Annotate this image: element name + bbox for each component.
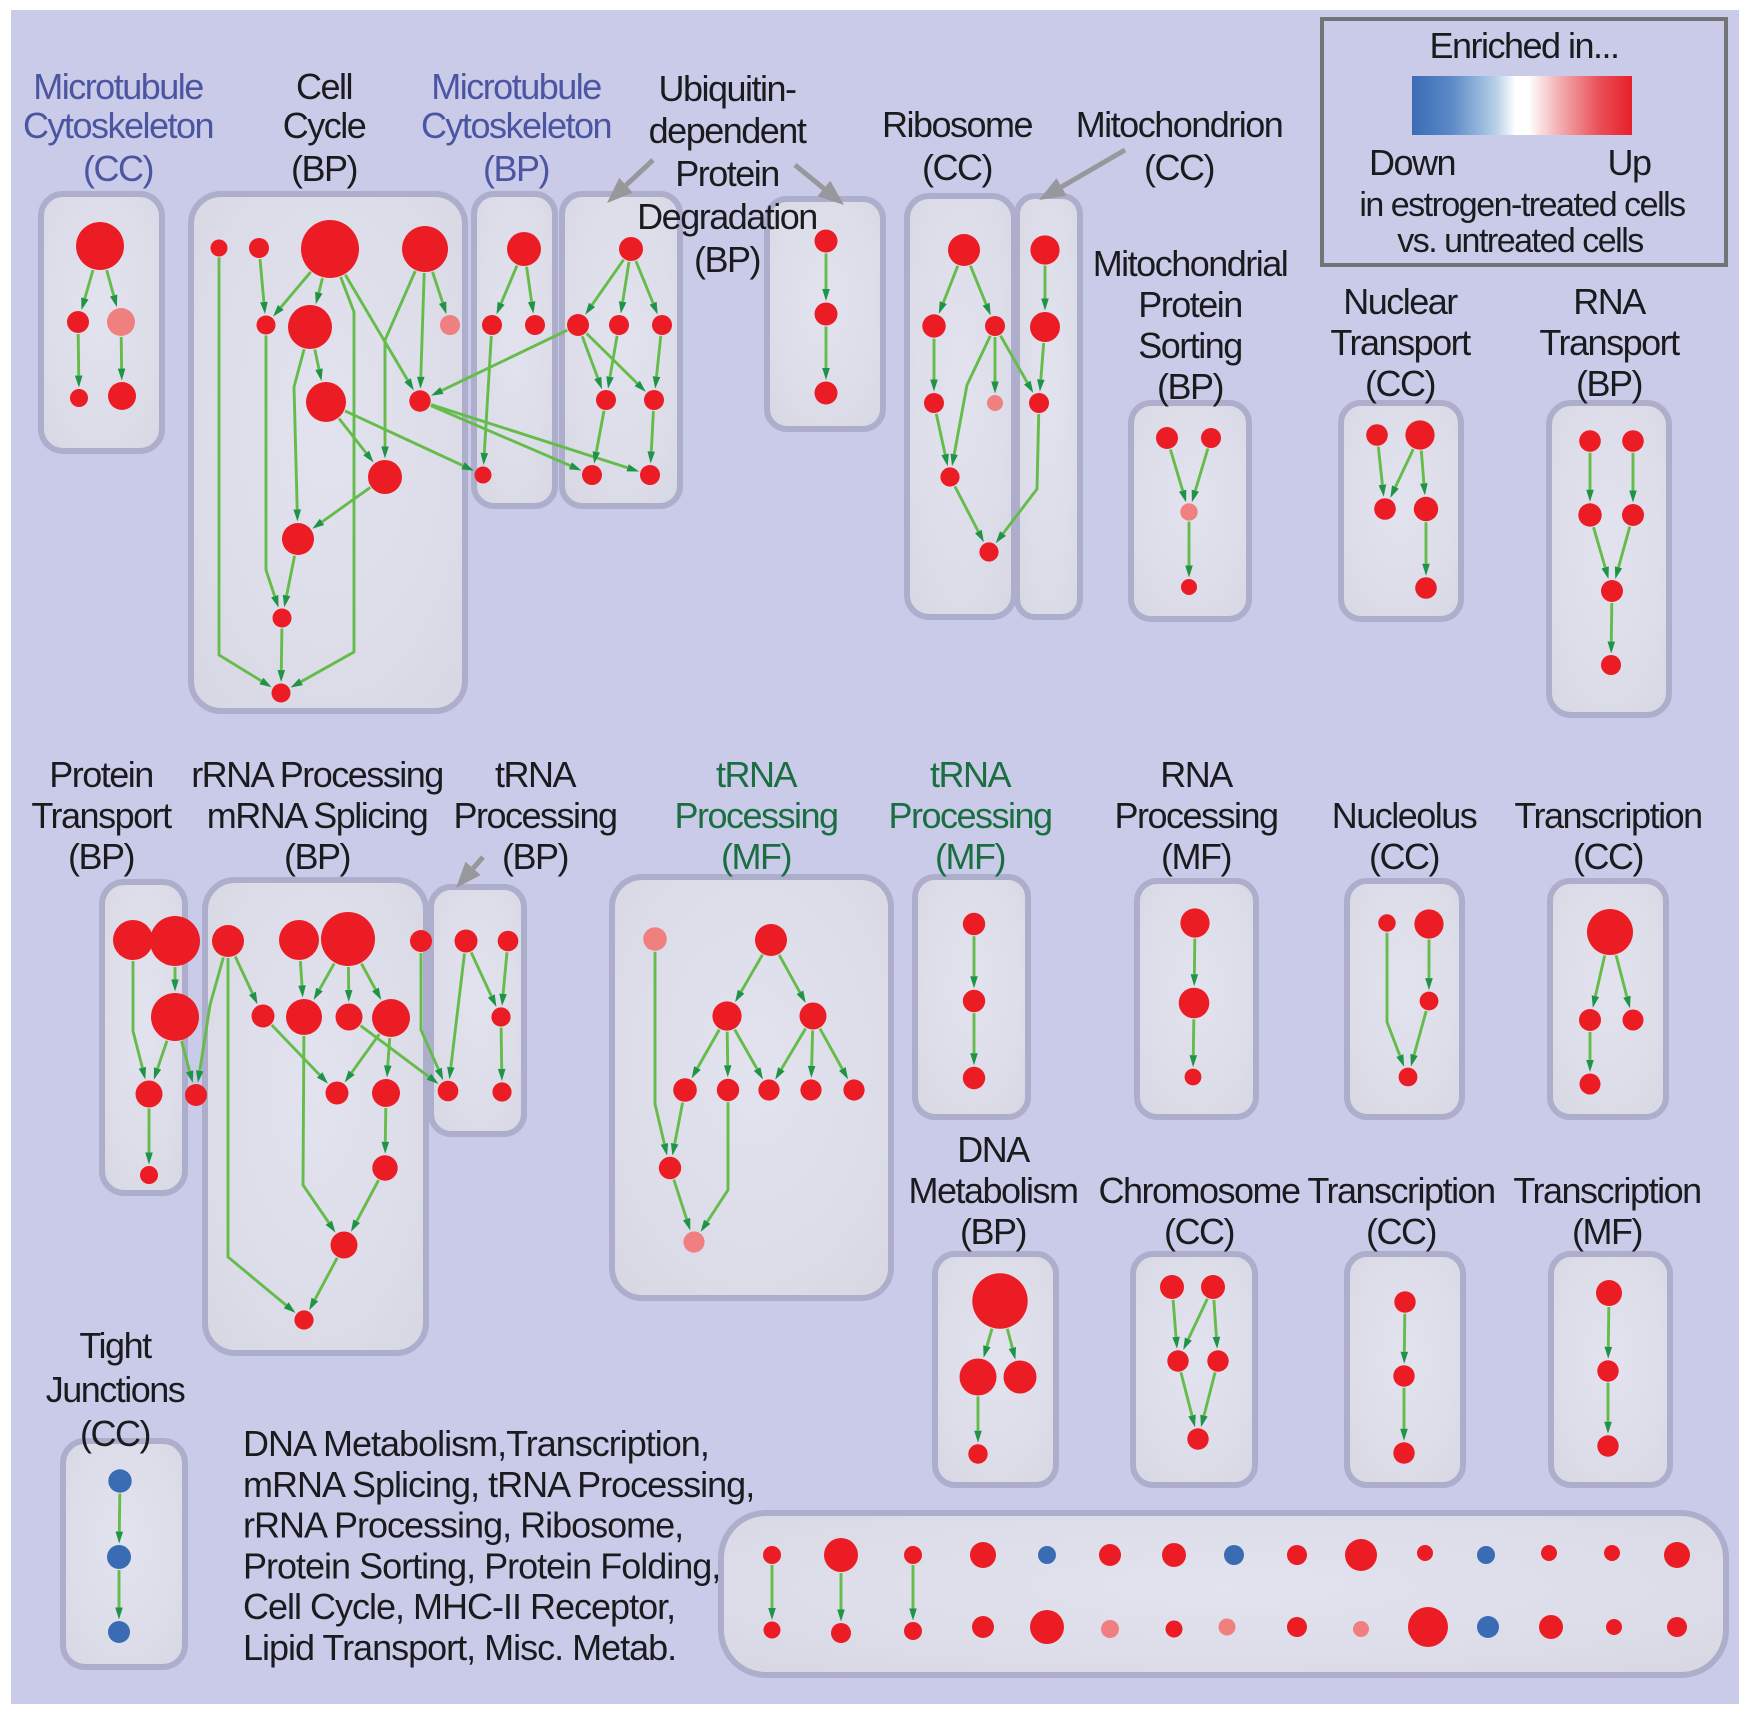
svg-text:Sorting: Sorting [1138, 325, 1242, 366]
svg-text:Ribosome: Ribosome [882, 104, 1033, 145]
svg-text:Transport: Transport [1330, 322, 1471, 363]
svg-text:Protein Sorting, Protein Foldi: Protein Sorting, Protein Folding, [243, 1545, 720, 1586]
svg-text:Cytoskeleton: Cytoskeleton [23, 105, 213, 146]
svg-text:Cytoskeleton: Cytoskeleton [421, 105, 611, 146]
svg-text:(CC): (CC) [1366, 1211, 1436, 1252]
svg-text:Lipid Transport, Misc. Metab.: Lipid Transport, Misc. Metab. [243, 1627, 676, 1668]
svg-text:Transport: Transport [1539, 322, 1680, 363]
svg-text:Degradation: Degradation [637, 196, 817, 237]
svg-text:Processing: Processing [1114, 795, 1277, 836]
svg-text:(BP): (BP) [960, 1211, 1026, 1252]
svg-text:in estrogen-treated cells: in estrogen-treated cells [1359, 186, 1685, 224]
svg-text:dependent: dependent [649, 110, 807, 151]
svg-text:(CC): (CC) [1369, 836, 1439, 877]
svg-text:DNA: DNA [957, 1129, 1030, 1170]
svg-text:(BP): (BP) [284, 836, 350, 877]
svg-text:(CC): (CC) [1365, 363, 1435, 404]
svg-text:(BP): (BP) [483, 148, 549, 189]
svg-text:Mitochondrion: Mitochondrion [1076, 104, 1283, 145]
svg-text:mRNA Splicing, tRNA Processing: mRNA Splicing, tRNA Processing, [243, 1464, 754, 1505]
svg-text:(MF): (MF) [935, 836, 1005, 877]
svg-text:Protein: Protein [49, 754, 153, 795]
svg-text:Processing: Processing [453, 795, 616, 836]
svg-text:DNA Metabolism,Transcription,: DNA Metabolism,Transcription, [243, 1423, 709, 1464]
svg-text:Transport: Transport [31, 795, 172, 836]
svg-text:(BP): (BP) [694, 239, 760, 280]
svg-text:Nuclear: Nuclear [1343, 281, 1458, 322]
svg-text:(CC): (CC) [1164, 1211, 1234, 1252]
svg-text:(CC): (CC) [80, 1413, 150, 1454]
svg-text:tRNA: tRNA [930, 754, 1011, 795]
svg-text:(MF): (MF) [1572, 1211, 1642, 1252]
svg-text:(MF): (MF) [721, 836, 791, 877]
svg-text:(BP): (BP) [291, 148, 357, 189]
svg-text:Down: Down [1369, 142, 1455, 183]
svg-text:tRNA: tRNA [495, 754, 576, 795]
svg-text:(BP): (BP) [1576, 363, 1642, 404]
svg-text:vs. untreated cells: vs. untreated cells [1397, 222, 1643, 260]
svg-text:(CC): (CC) [922, 147, 992, 188]
svg-text:(CC): (CC) [1573, 836, 1643, 877]
svg-text:Chromosome: Chromosome [1098, 1170, 1300, 1211]
svg-text:Transcription: Transcription [1513, 1170, 1700, 1211]
svg-text:Protein: Protein [1138, 284, 1242, 325]
svg-text:Metabolism: Metabolism [908, 1170, 1077, 1211]
svg-text:rRNA Processing, Ribosome,: rRNA Processing, Ribosome, [243, 1505, 683, 1546]
svg-text:Enriched in...: Enriched in... [1429, 25, 1618, 66]
svg-text:Transcription: Transcription [1307, 1170, 1494, 1211]
svg-text:(CC): (CC) [1144, 147, 1214, 188]
svg-text:RNA: RNA [1573, 281, 1646, 322]
svg-text:Cycle: Cycle [283, 105, 366, 146]
svg-text:tRNA: tRNA [716, 754, 797, 795]
svg-text:mRNA Splicing: mRNA Splicing [207, 795, 428, 836]
svg-text:Up: Up [1607, 142, 1650, 183]
svg-text:Ubiquitin-: Ubiquitin- [658, 68, 796, 109]
svg-text:(CC): (CC) [83, 148, 153, 189]
svg-text:Tight: Tight [79, 1325, 152, 1366]
svg-text:(MF): (MF) [1161, 836, 1231, 877]
svg-text:Transcription: Transcription [1514, 795, 1701, 836]
svg-text:Processing: Processing [674, 795, 837, 836]
svg-text:Protein: Protein [675, 153, 779, 194]
svg-text:(BP): (BP) [502, 836, 568, 877]
svg-text:Cell Cycle, MHC-II Receptor,: Cell Cycle, MHC-II Receptor, [243, 1586, 675, 1627]
svg-text:(BP): (BP) [1157, 366, 1223, 407]
svg-text:Microtubule: Microtubule [431, 66, 601, 107]
svg-text:Microtubule: Microtubule [33, 66, 203, 107]
svg-text:(BP): (BP) [68, 836, 134, 877]
svg-text:Nucleolus: Nucleolus [1332, 795, 1477, 836]
svg-text:Junctions: Junctions [46, 1369, 185, 1410]
svg-text:Cell: Cell [296, 66, 352, 107]
svg-text:Mitochondrial: Mitochondrial [1093, 243, 1288, 284]
svg-text:RNA: RNA [1160, 754, 1233, 795]
svg-text:Processing: Processing [888, 795, 1051, 836]
svg-text:rRNA Processing: rRNA Processing [191, 754, 443, 795]
